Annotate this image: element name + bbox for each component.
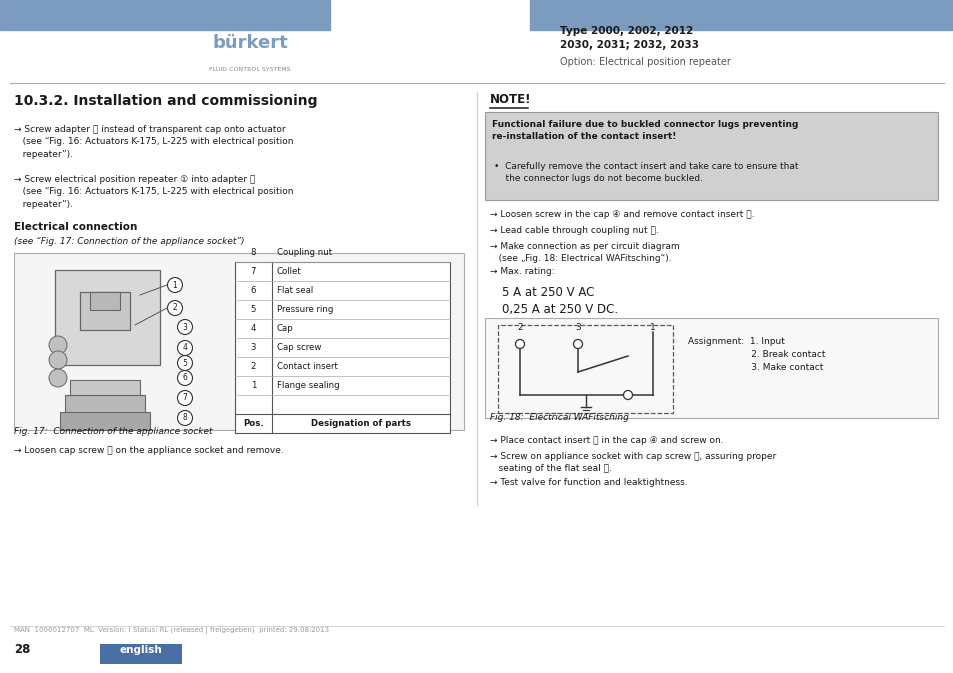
Text: Pos.: Pos.: [243, 419, 264, 428]
Text: Option: Electrical position repeater: Option: Electrical position repeater: [559, 57, 730, 67]
Bar: [70, 380, 140, 400]
Circle shape: [177, 320, 193, 334]
Text: → Max. rating:: → Max. rating:: [490, 267, 554, 276]
Bar: [0, 0, 330, 30]
Text: → Loosen cap screw ⓒ on the appliance socket and remove.: → Loosen cap screw ⓒ on the appliance so…: [14, 446, 283, 455]
Text: → Screw on appliance socket with cap screw ⓒ, assuring proper
   seating of the : → Screw on appliance socket with cap scr…: [490, 452, 776, 473]
Circle shape: [177, 411, 193, 425]
Bar: [14, 253, 463, 430]
Text: Fig. 17:  Connection of the appliance socket: Fig. 17: Connection of the appliance soc…: [14, 427, 213, 436]
Text: Collet: Collet: [276, 267, 301, 276]
Text: Fig. 18:  Electrical WAFitsching: Fig. 18: Electrical WAFitsching: [490, 413, 628, 422]
Text: english: english: [119, 645, 162, 655]
Text: Electrical connection: Electrical connection: [14, 222, 137, 232]
Circle shape: [177, 390, 193, 406]
Text: FLUID CONTROL SYSTEMS: FLUID CONTROL SYSTEMS: [209, 67, 291, 72]
Circle shape: [177, 341, 193, 355]
Text: 7: 7: [251, 267, 256, 276]
Text: 8: 8: [251, 248, 256, 257]
Text: 7: 7: [182, 394, 187, 402]
Text: Cap: Cap: [276, 324, 294, 333]
Text: 28: 28: [14, 643, 30, 656]
Bar: [234, 262, 450, 433]
Circle shape: [168, 301, 182, 316]
Bar: [90, 292, 120, 310]
Text: 3: 3: [182, 322, 187, 332]
Text: Flange sealing: Flange sealing: [276, 381, 339, 390]
Text: 6: 6: [251, 286, 256, 295]
Text: → Loosen screw in the cap ④ and remove contact insert ⓑ.: → Loosen screw in the cap ④ and remove c…: [490, 210, 754, 219]
Text: Contact insert: Contact insert: [276, 362, 337, 371]
Text: 10.3.2. Installation and commissioning: 10.3.2. Installation and commissioning: [14, 94, 317, 108]
Text: 5: 5: [251, 305, 256, 314]
Text: 8: 8: [182, 413, 187, 423]
Circle shape: [177, 371, 193, 386]
Circle shape: [573, 339, 582, 349]
Bar: [497, 325, 672, 413]
Text: → Screw adapter ⓑ instead of transparent cap onto actuator
   (see “Fig. 16: Act: → Screw adapter ⓑ instead of transparent…: [14, 125, 294, 159]
Text: 4: 4: [182, 343, 187, 353]
Text: 2: 2: [172, 304, 177, 312]
Circle shape: [49, 351, 67, 369]
Text: 1: 1: [251, 381, 256, 390]
Circle shape: [515, 339, 524, 349]
Text: MAN  1000012707  ML  Version: I Status: RL (released | freigegeben)  printed: 29: MAN 1000012707 ML Version: I Status: RL …: [14, 627, 329, 634]
Text: 4: 4: [251, 324, 256, 333]
Text: Coupling nut: Coupling nut: [276, 248, 332, 257]
Text: Type 2000, 2002, 2012: Type 2000, 2002, 2012: [559, 26, 693, 36]
Bar: [55, 270, 160, 365]
Text: bürkert: bürkert: [212, 34, 288, 52]
Text: Cap screw: Cap screw: [276, 343, 321, 352]
Bar: [530, 0, 953, 30]
Circle shape: [49, 369, 67, 387]
Circle shape: [49, 336, 67, 354]
Bar: [60, 412, 150, 430]
Bar: [484, 318, 937, 418]
Text: 1: 1: [172, 281, 177, 289]
Text: NOTE!: NOTE!: [490, 93, 531, 106]
Text: Pressure ring: Pressure ring: [276, 305, 333, 314]
Text: 2: 2: [251, 362, 256, 371]
Text: 3: 3: [251, 343, 256, 352]
Text: 2030, 2031; 2032, 2033: 2030, 2031; 2032, 2033: [559, 40, 699, 50]
Text: 2: 2: [517, 323, 522, 332]
Bar: [100, 644, 182, 664]
Circle shape: [168, 277, 182, 293]
Text: 0,25 A at 250 V DC.: 0,25 A at 250 V DC.: [501, 303, 618, 316]
Text: → Screw electrical position repeater ① into adapter ⓑ
   (see “Fig. 16: Actuator: → Screw electrical position repeater ① i…: [14, 175, 294, 209]
Text: 1: 1: [649, 323, 655, 332]
Text: → Place contact insert ⓑ in the cap ④ and screw on.: → Place contact insert ⓑ in the cap ④ an…: [490, 436, 723, 445]
Text: Functional failure due to buckled connector lugs preventing
re-installation of t: Functional failure due to buckled connec…: [492, 120, 798, 141]
Bar: [80, 292, 130, 330]
Circle shape: [623, 390, 632, 400]
Circle shape: [177, 355, 193, 371]
Text: 5: 5: [182, 359, 187, 367]
Text: 6: 6: [182, 374, 187, 382]
Bar: [65, 395, 145, 415]
Text: Assignment:  1. Input
                      2. Break contact
                   : Assignment: 1. Input 2. Break contact: [687, 337, 824, 371]
Text: (see “Fig. 17: Connection of the appliance socket”): (see “Fig. 17: Connection of the applian…: [14, 237, 244, 246]
Text: Flat seal: Flat seal: [276, 286, 313, 295]
Text: → Make connection as per circuit diagram
   (see „Fig. 18: Electrical WAFitschin: → Make connection as per circuit diagram…: [490, 242, 679, 263]
Bar: [484, 112, 937, 200]
Text: Designation of parts: Designation of parts: [311, 419, 411, 428]
Text: 3: 3: [575, 323, 580, 332]
Text: 5 A at 250 V AC: 5 A at 250 V AC: [501, 286, 594, 299]
Text: •  Carefully remove the contact insert and take care to ensure that
    the conn: • Carefully remove the contact insert an…: [494, 162, 798, 183]
Text: → Lead cable through coupling nut ⓗ.: → Lead cable through coupling nut ⓗ.: [490, 226, 659, 235]
Text: → Test valve for function and leaktightness.: → Test valve for function and leaktightn…: [490, 478, 687, 487]
